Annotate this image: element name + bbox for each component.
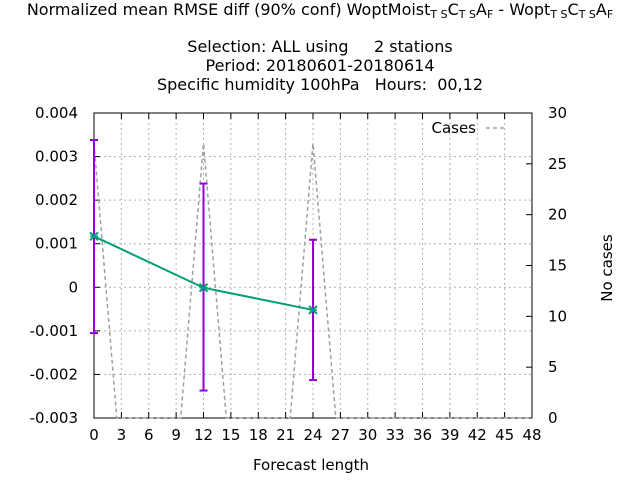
x-tick-label: 15	[221, 426, 240, 444]
y2-tick-label: 5	[548, 358, 558, 376]
series-layer	[89, 139, 532, 419]
title-sub-2: T S	[458, 8, 476, 21]
x-tick-label: 6	[144, 426, 154, 444]
title-sub-1: T S	[430, 8, 448, 21]
x-tick-label: 9	[171, 426, 181, 444]
x-tick-label: 18	[249, 426, 268, 444]
y-tick-label: -0.003	[30, 409, 78, 427]
data-point-marker	[198, 283, 209, 293]
chart-title-line-4: Specific humidity 100hPa Hours: 00,12	[156, 75, 483, 94]
title-mid-4: A	[595, 0, 607, 19]
x-tick-label: 0	[89, 426, 99, 444]
x-tick-label: 21	[276, 426, 295, 444]
title-prefix: Normalized mean RMSE diff (90% conf) Wop…	[26, 0, 431, 19]
y2-tick-label: 15	[548, 257, 567, 275]
x-tick-label: 30	[358, 426, 377, 444]
title-join: - Wopt	[493, 0, 551, 19]
title-mid-2: A	[475, 0, 487, 19]
x-tick-label: 27	[331, 426, 350, 444]
x-tick-label: 12	[194, 426, 213, 444]
y2-tick-label: 10	[548, 307, 567, 325]
legend-label-cases: Cases	[431, 119, 476, 137]
y-tick-label: 0	[68, 278, 78, 296]
y2-tick-label: 25	[548, 155, 567, 173]
title-sub-3: F	[486, 8, 494, 21]
y-tick-label: 0.004	[35, 104, 78, 122]
x-tick-label: 36	[413, 426, 432, 444]
x-tick-label: 24	[303, 426, 322, 444]
x-tick-label: 48	[522, 426, 541, 444]
y-tick-label: 0.002	[35, 191, 78, 209]
x-axis-label: Forecast length	[253, 456, 369, 474]
data-point-marker	[89, 231, 99, 242]
axis-ticks: 0 3 6 9 12 15 18 21 24 27 30 33 36 39 42 45 480.0040.003…	[30, 104, 567, 444]
y2-tick-label: 20	[548, 206, 567, 224]
title-sub-4: T S	[550, 8, 568, 21]
y-tick-label: 0.001	[35, 235, 78, 253]
x-tick-label: 3	[117, 426, 127, 444]
y2-tick-label: 0	[548, 409, 558, 427]
y2-axis-label: No cases	[598, 234, 616, 302]
series-cases-line	[93, 143, 532, 419]
x-tick-label: 45	[495, 426, 514, 444]
legend: Cases	[431, 119, 506, 137]
chart-title-line-2: Selection: ALL using 2 stations	[187, 37, 453, 56]
y-tick-label: 0.003	[35, 148, 78, 166]
y-tick-label: -0.002	[30, 365, 78, 383]
data-point-marker	[308, 305, 318, 315]
chart-title-line-1: Normalized mean RMSE diff (90% conf) Wop…	[0, 0, 640, 20]
title-sub-5: T S	[578, 8, 596, 21]
title-mid-1: C	[447, 0, 459, 19]
y2-tick-label: 30	[548, 104, 567, 122]
y-tick-label: -0.001	[30, 322, 78, 340]
title-sub-6: F	[606, 8, 614, 21]
title-mid-3: C	[567, 0, 579, 19]
x-tick-label: 33	[386, 426, 405, 444]
x-tick-label: 39	[440, 426, 459, 444]
chart-title-line-3: Period: 20180601-20180614	[205, 56, 435, 75]
grid-lines	[94, 113, 532, 418]
x-tick-label: 42	[468, 426, 487, 444]
